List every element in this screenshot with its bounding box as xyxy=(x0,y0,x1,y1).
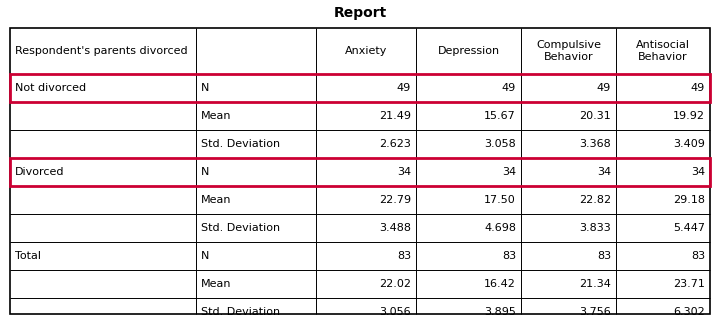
Text: Divorced: Divorced xyxy=(15,167,65,177)
Text: Report: Report xyxy=(333,6,387,20)
Text: Respondent's parents divorced: Respondent's parents divorced xyxy=(15,46,188,56)
Text: 3.368: 3.368 xyxy=(580,139,611,149)
Text: Std. Deviation: Std. Deviation xyxy=(201,307,280,317)
Text: 34: 34 xyxy=(397,167,411,177)
Text: Depression: Depression xyxy=(438,46,500,56)
Text: 22.82: 22.82 xyxy=(579,195,611,205)
Text: 83: 83 xyxy=(502,251,516,261)
Text: 21.49: 21.49 xyxy=(379,111,411,121)
Bar xyxy=(10,74,710,102)
Text: Compulsive
Behavior: Compulsive Behavior xyxy=(536,40,601,62)
Text: 3.833: 3.833 xyxy=(580,223,611,233)
Text: 15.67: 15.67 xyxy=(485,111,516,121)
Text: 21.34: 21.34 xyxy=(579,279,611,289)
Text: 34: 34 xyxy=(691,167,705,177)
Text: 22.79: 22.79 xyxy=(379,195,411,205)
Text: 19.92: 19.92 xyxy=(673,111,705,121)
Text: 34: 34 xyxy=(502,167,516,177)
Text: 49: 49 xyxy=(502,83,516,93)
Text: 20.31: 20.31 xyxy=(580,111,611,121)
Text: Not divorced: Not divorced xyxy=(15,83,86,93)
Text: Mean: Mean xyxy=(201,279,232,289)
Text: 29.18: 29.18 xyxy=(673,195,705,205)
Text: 17.50: 17.50 xyxy=(485,195,516,205)
Text: 2.623: 2.623 xyxy=(379,139,411,149)
Text: N: N xyxy=(201,83,210,93)
Text: 83: 83 xyxy=(397,251,411,261)
Text: 16.42: 16.42 xyxy=(484,279,516,289)
Text: Mean: Mean xyxy=(201,195,232,205)
Text: 34: 34 xyxy=(597,167,611,177)
Text: 3.488: 3.488 xyxy=(379,223,411,233)
Text: Std. Deviation: Std. Deviation xyxy=(201,223,280,233)
Text: 83: 83 xyxy=(691,251,705,261)
Text: 49: 49 xyxy=(597,83,611,93)
Text: N: N xyxy=(201,251,210,261)
Bar xyxy=(10,158,710,186)
Text: 3.058: 3.058 xyxy=(485,139,516,149)
Text: 4.698: 4.698 xyxy=(484,223,516,233)
Text: 5.447: 5.447 xyxy=(673,223,705,233)
Text: 3.756: 3.756 xyxy=(580,307,611,317)
Text: 83: 83 xyxy=(597,251,611,261)
Text: 49: 49 xyxy=(690,83,705,93)
Text: Std. Deviation: Std. Deviation xyxy=(201,139,280,149)
Text: Anxiety: Anxiety xyxy=(345,46,387,56)
Text: 23.71: 23.71 xyxy=(673,279,705,289)
Bar xyxy=(10,28,710,314)
Text: Antisocial
Behavior: Antisocial Behavior xyxy=(636,40,690,62)
Text: Total: Total xyxy=(15,251,41,261)
Text: 3.409: 3.409 xyxy=(673,139,705,149)
Text: Mean: Mean xyxy=(201,111,232,121)
Text: 3.056: 3.056 xyxy=(379,307,411,317)
Text: N: N xyxy=(201,167,210,177)
Text: 6.302: 6.302 xyxy=(673,307,705,317)
Text: 49: 49 xyxy=(397,83,411,93)
Text: 3.895: 3.895 xyxy=(484,307,516,317)
Text: 22.02: 22.02 xyxy=(379,279,411,289)
